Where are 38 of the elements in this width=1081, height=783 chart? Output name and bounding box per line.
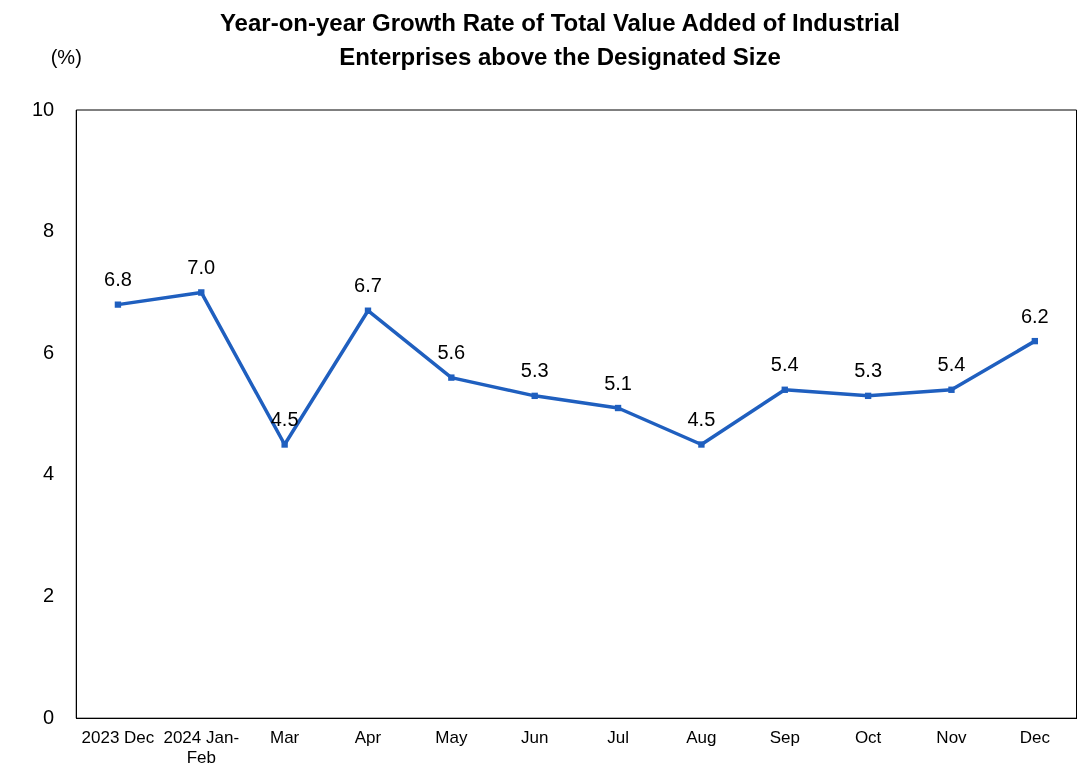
data-label: 4.5	[270, 408, 299, 431]
y-tick-label: 2	[43, 584, 55, 607]
x-tick-label: Sep	[769, 728, 800, 748]
point	[198, 289, 205, 296]
data-label: 6.8	[104, 268, 132, 291]
x-tick-label: 2023 Dec	[81, 728, 155, 748]
data-label: 5.4	[770, 353, 799, 376]
x-tick-label: Oct	[854, 728, 882, 748]
point	[948, 386, 955, 393]
point	[281, 441, 288, 448]
point	[114, 301, 122, 308]
x-tick-label: Aug	[686, 728, 717, 748]
y-tick-label: 0	[43, 705, 55, 728]
data-label: 6.2	[1020, 304, 1049, 327]
x-tick-label: Nov	[936, 728, 968, 748]
y-tick-label: 10	[32, 97, 55, 120]
data-label: 5.3	[520, 359, 549, 382]
data-label: 5.1	[604, 371, 632, 394]
x-tick-label: Apr	[354, 728, 382, 748]
point	[448, 374, 455, 381]
data-label: 5.6	[437, 341, 466, 364]
x-tick-label: Jun	[520, 728, 549, 748]
data-label: 6.7	[354, 274, 382, 297]
y-axis-title: (%)	[50, 45, 82, 68]
chart-title: Year-on-year Growth Rate of Total Value Added of Industrial Enterprises above the Designated Size	[218, 8, 902, 72]
x-tick-label: 2024 Jan-Feb	[163, 728, 240, 768]
x-tick-label: Dec	[1019, 728, 1051, 748]
y-tick-label: 6	[43, 340, 55, 363]
data-label: 4.5	[687, 408, 716, 431]
data-label: 5.4	[937, 353, 966, 376]
point	[698, 441, 705, 448]
data-label: 7.0	[187, 255, 216, 278]
x-tick-label: Mar	[269, 728, 300, 748]
y-tick-label: 4	[43, 462, 55, 485]
x-tick-label: Jul	[607, 728, 629, 748]
data-label: 5.3	[854, 359, 883, 382]
x-tick-label: May	[435, 728, 468, 748]
y-tick-label: 8	[43, 219, 55, 242]
